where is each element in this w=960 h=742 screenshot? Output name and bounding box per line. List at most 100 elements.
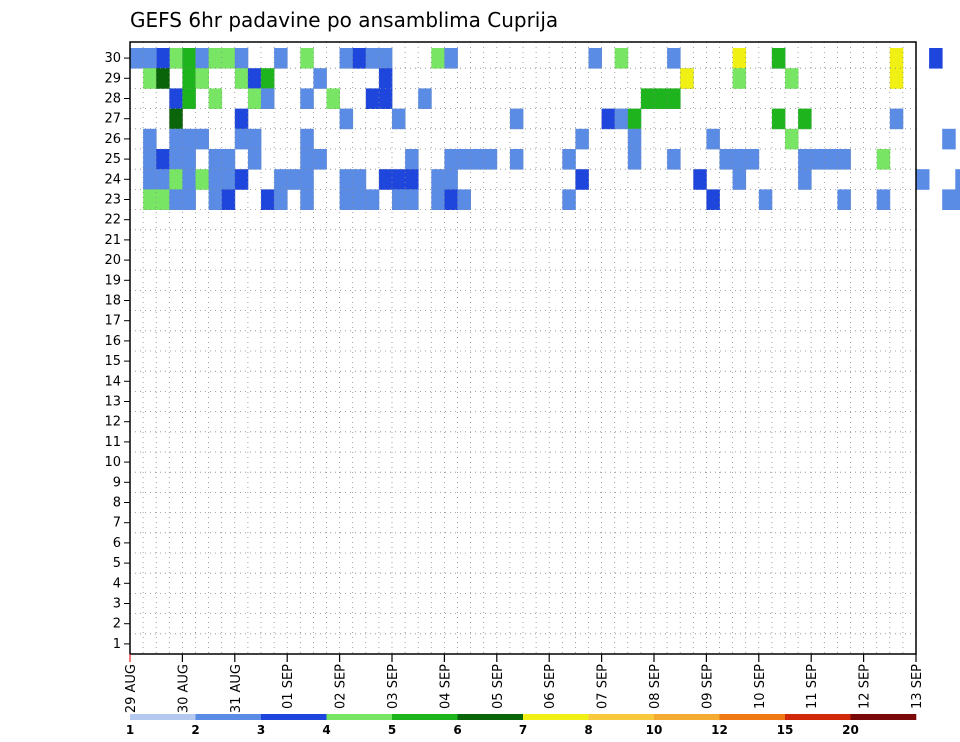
heatmap-cell (274, 48, 288, 69)
heatmap-cell (169, 48, 183, 69)
heatmap-cell (509, 108, 524, 130)
heatmap-cell (300, 88, 314, 109)
heatmap-cell (798, 108, 812, 130)
heatmap-cell (575, 169, 589, 190)
heatmap-cell (562, 149, 576, 170)
heatmap-cell (247, 128, 262, 150)
x-tick-label: 07 SEP (596, 664, 611, 709)
heatmap-cell (614, 48, 629, 69)
heatmap-cell (837, 149, 851, 170)
heatmap-cell (247, 68, 262, 89)
heatmap-cell (444, 189, 458, 210)
heatmap-cell (758, 189, 773, 210)
y-tick-label: 6 (113, 536, 121, 551)
heatmap-cell (300, 149, 314, 170)
heatmap-cell (431, 189, 445, 210)
heatmap-cell (208, 88, 223, 109)
heatmap-cell (955, 169, 960, 190)
heatmap-cell (392, 189, 406, 210)
y-tick-label: 9 (113, 475, 121, 490)
heatmap-cell (418, 88, 432, 109)
y-tick-label: 20 (104, 253, 121, 268)
heatmap-cell (182, 48, 196, 69)
heatmap-cell (955, 189, 960, 210)
heatmap-cell (208, 189, 223, 210)
heatmap-cell (627, 128, 642, 150)
heatmap-cell (405, 149, 419, 170)
colorbar-swatch (326, 714, 393, 720)
heatmap-cell (234, 108, 249, 130)
x-tick-label: 05 SEP (491, 664, 506, 709)
heatmap-cell (143, 149, 157, 170)
y-tick-label: 10 (104, 455, 121, 470)
heatmap-cell (916, 169, 930, 190)
heatmap-cell (365, 189, 380, 210)
heatmap-cell (378, 169, 393, 190)
heatmap-cell (575, 128, 589, 150)
heatmap-cell (339, 108, 354, 130)
y-tick-label: 12 (104, 415, 121, 430)
heatmap-cell (300, 48, 314, 69)
heatmap-cell (352, 169, 367, 190)
x-tick-label: 10 SEP (753, 664, 768, 709)
heatmap-cell (942, 128, 956, 150)
colorbar-label: 1 (126, 723, 134, 737)
heatmap-cell (261, 88, 275, 109)
colorbar-label: 2 (191, 723, 199, 737)
heatmap-cell (365, 88, 380, 109)
x-tick-label: 02 SEP (334, 664, 349, 709)
heatmap-cell (444, 48, 458, 69)
heatmap-cell (706, 189, 720, 210)
heatmap-cell (339, 48, 354, 69)
chart-title: GEFS 6hr padavine po ansamblima Cuprija (130, 8, 558, 32)
heatmap-cell (732, 48, 747, 69)
y-tick-label: 7 (113, 516, 121, 531)
heatmap-cell (339, 189, 354, 210)
heatmap-cell (771, 48, 786, 69)
heatmap-cell (378, 48, 393, 69)
y-tick-label: 22 (104, 213, 121, 228)
heatmap-cell (143, 128, 157, 150)
heatmap-cell (431, 169, 445, 190)
heatmap-cell (352, 48, 367, 69)
x-tick-label: 29 AUG (124, 664, 139, 713)
x-tick-label: 12 SEP (858, 664, 873, 709)
heatmap-cell (444, 169, 458, 190)
x-tick-label: 09 SEP (700, 664, 715, 709)
y-tick-label: 11 (104, 435, 121, 450)
y-tick-label: 28 (104, 92, 121, 107)
heatmap-cell (457, 149, 471, 170)
heatmap-cell (640, 88, 655, 109)
heatmap-cell (732, 169, 747, 190)
heatmap-cell (929, 48, 943, 69)
colorbar-label: 4 (322, 723, 330, 737)
heatmap-cell (234, 128, 249, 150)
y-tick-label: 30 (104, 51, 121, 66)
y-tick-label: 21 (104, 233, 121, 248)
y-tick-label: 23 (104, 193, 121, 208)
y-tick-label: 5 (113, 556, 121, 571)
colorbar-label: 5 (388, 723, 396, 737)
heatmap-cell (156, 149, 170, 170)
heatmap-cell (313, 149, 327, 170)
y-tick-label: 14 (104, 374, 121, 389)
heatmap-cell (234, 169, 249, 190)
heatmap-cell (889, 108, 904, 130)
y-tick-label: 8 (113, 496, 121, 511)
heatmap-cell (457, 189, 471, 210)
colorbar-label: 15 (777, 723, 794, 737)
y-tick-label: 2 (113, 617, 121, 632)
heatmap-cell (247, 88, 262, 109)
heatmap-cell (627, 149, 642, 170)
heatmap-cell (195, 169, 209, 190)
colorbar-swatch (588, 714, 655, 720)
y-tick-label: 13 (104, 395, 121, 410)
heatmap-cell (300, 128, 314, 150)
heatmap-cell (837, 189, 851, 210)
colorbar-label: 3 (257, 723, 265, 737)
colorbar-swatch (195, 714, 262, 720)
heatmap-cell (143, 169, 157, 190)
heatmap-cell (313, 68, 327, 89)
colorbar-swatch (850, 714, 917, 720)
